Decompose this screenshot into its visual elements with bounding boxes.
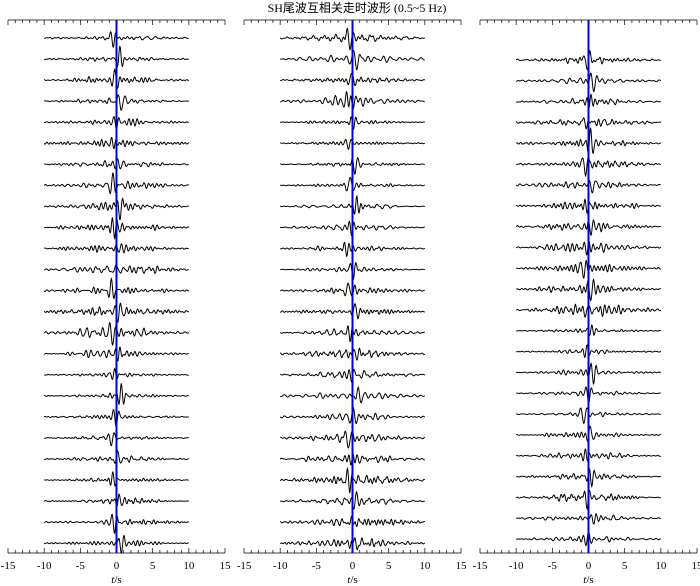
x-tick-label: -5 — [312, 560, 322, 572]
x-tick-label: 5 — [622, 560, 628, 572]
x-tick-label: 15 — [692, 560, 700, 572]
x-axis-label: t/s — [347, 574, 357, 586]
x-tick-label: -5 — [548, 560, 558, 572]
x-tick-label: -15 — [473, 560, 488, 572]
x-tick-label: -10 — [37, 560, 52, 572]
panel-3: -15 -10 -5 0 5 10 15 t/s — [473, 19, 700, 586]
x-tick-label: 0 — [114, 560, 120, 572]
panel-1: -15 -10 -5 0 5 10 15 t/s — [1, 19, 232, 586]
x-tick-label: 10 — [183, 560, 195, 572]
x-tick-label: -10 — [509, 560, 524, 572]
x-tick-label: 0 — [586, 560, 592, 572]
x-axis-label: t/s — [111, 574, 121, 586]
x-tick-label: 5 — [150, 560, 156, 572]
panel-2: -15 -10 -5 0 5 10 15 t/s — [237, 19, 468, 586]
x-tick-label: 10 — [419, 560, 431, 572]
x-tick-label: -15 — [237, 560, 252, 572]
x-tick-label: -5 — [76, 560, 86, 572]
x-tick-label: 5 — [386, 560, 392, 572]
x-tick-label: -10 — [273, 560, 288, 572]
x-tick-label: 10 — [655, 560, 667, 572]
x-tick-label: -15 — [1, 560, 16, 572]
x-tick-label: 0 — [350, 560, 356, 572]
panels: -15 -10 -5 0 5 10 15 t/s -15 -10 -5 0 5 10 15 t/s -15 -10… — [1, 19, 700, 586]
x-tick-label: 15 — [456, 560, 468, 572]
x-tick-label: 15 — [220, 560, 232, 572]
x-axis-label: t/s — [583, 574, 593, 586]
chart-title: SH尾波互相关走时波形 (0.5~5 Hz) — [268, 1, 447, 15]
